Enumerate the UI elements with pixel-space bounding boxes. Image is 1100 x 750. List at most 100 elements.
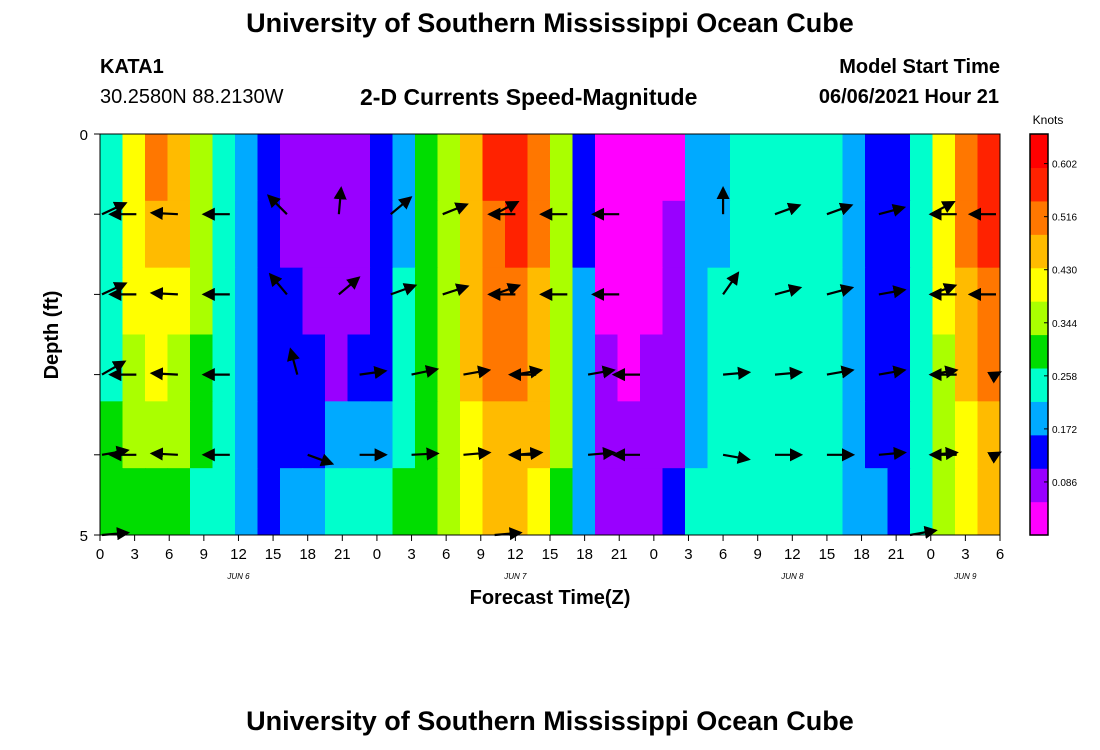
heatmap-cell — [370, 267, 394, 336]
heatmap-cell — [280, 334, 304, 402]
x-tick-label: 9 — [754, 546, 762, 563]
heatmap-cell — [325, 401, 349, 469]
heatmap-cell — [100, 134, 124, 202]
heatmap-cell — [977, 468, 1000, 535]
current-vector — [909, 525, 938, 539]
x-tick-label: 6 — [719, 546, 727, 563]
x-tick-label: 12 — [507, 546, 524, 563]
heatmap-cell — [392, 401, 416, 469]
day-label: JUN 6 — [226, 572, 250, 581]
heatmap-cell — [550, 134, 574, 202]
colorbar-segment — [1030, 334, 1048, 369]
heatmap-cell — [842, 134, 866, 202]
heatmap-cell — [730, 468, 754, 535]
heatmap-cell — [347, 200, 371, 269]
heatmap-cell — [392, 334, 416, 402]
heatmap-cell — [685, 401, 709, 469]
heatmap-cell — [662, 200, 686, 269]
heatmap-cell — [550, 401, 574, 469]
heatmap-cell — [527, 334, 551, 402]
x-tick-label: 3 — [130, 546, 138, 563]
heatmap-cell — [910, 468, 934, 535]
current-vector — [149, 287, 178, 301]
heatmap-cell — [842, 200, 866, 269]
heatmap-cell — [347, 267, 371, 336]
current-vector — [149, 206, 178, 221]
colorbar-tick-label: 0.172 — [1052, 425, 1077, 436]
heatmap-cell — [775, 468, 799, 535]
heatmap-cell — [887, 134, 911, 202]
x-tick-label: 15 — [542, 546, 559, 563]
heatmap-cell — [325, 134, 349, 202]
heatmap-cell — [235, 468, 259, 535]
day-label: JUN 9 — [953, 572, 977, 581]
heatmap-cell — [640, 401, 664, 469]
heatmap-cell — [190, 334, 214, 402]
heatmap-cell — [190, 200, 214, 269]
heatmap-cell — [707, 401, 731, 469]
x-tick-label: 3 — [684, 546, 692, 563]
current-vector — [266, 194, 288, 215]
colorbar-tick-label: 0.258 — [1052, 372, 1077, 383]
x-tick-label: 0 — [927, 546, 935, 563]
heatmap-cell — [167, 401, 191, 469]
heatmap-cell — [685, 267, 709, 336]
heatmap-cell — [707, 134, 731, 202]
heatmap-cell — [797, 134, 821, 202]
current-vector — [411, 447, 440, 461]
current-vector — [722, 366, 752, 380]
heatmap-cell — [145, 334, 169, 402]
x-tick-label: 9 — [477, 546, 485, 563]
heatmap-cell — [865, 468, 889, 535]
heatmap-cell — [752, 267, 776, 336]
heatmap-cell — [640, 134, 664, 202]
heatmap-cell — [370, 401, 394, 469]
heatmap-cell — [122, 267, 146, 336]
x-tick-label: 0 — [96, 546, 104, 563]
y-tick-label: 5 — [80, 528, 88, 545]
heatmap-cell — [617, 468, 641, 535]
heatmap-cell — [437, 334, 461, 402]
heatmap-cell — [707, 468, 731, 535]
heatmap-cell — [752, 334, 776, 402]
heatmap-cell — [820, 200, 844, 269]
current-vector — [149, 447, 178, 461]
heatmap-cell — [212, 401, 236, 469]
heatmap-cell — [550, 468, 574, 535]
heatmap-cell — [145, 468, 169, 535]
heatmap-cell — [325, 334, 349, 402]
current-vector — [463, 365, 492, 379]
current-vector — [774, 202, 802, 216]
heatmap-cell — [932, 401, 956, 469]
heatmap-cell — [887, 401, 911, 469]
heatmap-cell — [370, 334, 394, 402]
heatmap-cell — [842, 267, 866, 336]
heatmap-cell — [887, 200, 911, 269]
heatmap-cell — [572, 334, 596, 402]
heatmap-cell — [797, 267, 821, 336]
station-coordinates: 30.2580N 88.2130W — [100, 86, 284, 108]
colorbar-tick-label: 0.344 — [1052, 319, 1077, 330]
heatmap-cell — [595, 134, 619, 202]
heatmap-cell — [662, 134, 686, 202]
current-vector — [878, 446, 907, 461]
colorbar-segment — [1030, 367, 1048, 402]
x-tick-label: 0 — [373, 546, 381, 563]
heatmap-cell — [460, 200, 484, 269]
heatmap-cell — [662, 267, 686, 336]
heatmap-cell — [910, 134, 934, 202]
heatmap-cell — [145, 134, 169, 202]
heatmap-cell — [752, 468, 776, 535]
heatmap-cell — [415, 267, 439, 336]
chart-heading: 2-D Currents Speed-Magnitude — [360, 84, 698, 110]
colorbar-segment — [1030, 234, 1048, 269]
heatmap-cell — [212, 468, 236, 535]
current-vector — [307, 453, 335, 467]
heatmap-cell — [302, 468, 326, 535]
colorbar-tick-label: 0.602 — [1052, 160, 1077, 171]
heatmap-cell — [190, 401, 214, 469]
heatmap-cell — [572, 134, 596, 202]
heatmap-cell — [640, 200, 664, 269]
heatmap-cell — [505, 134, 529, 202]
heatmap-cell — [302, 267, 326, 336]
